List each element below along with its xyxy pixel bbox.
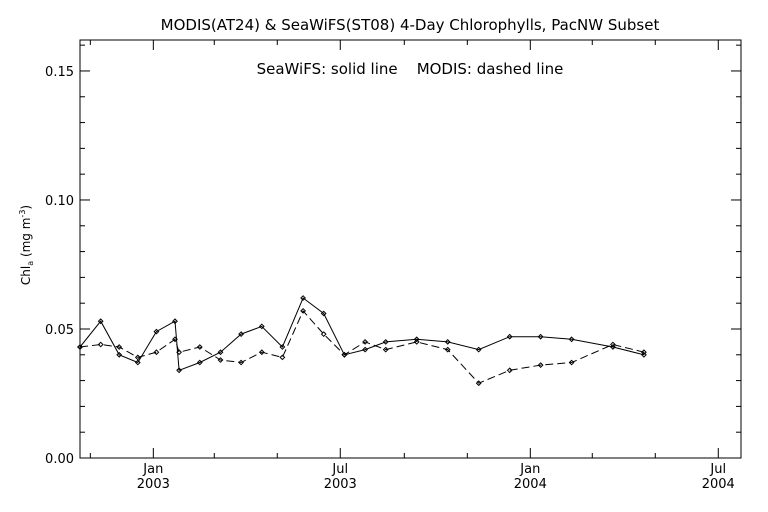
y-tick-label: 0.00 [45, 452, 74, 467]
series-layer [77, 295, 647, 387]
modis-data-point [238, 359, 245, 366]
y-axis-label-subscript: a [26, 261, 35, 266]
modis-data-point [506, 367, 513, 374]
modis-data-point [97, 341, 104, 348]
modis-data-point [609, 341, 616, 348]
seawifs-data-point [382, 338, 389, 345]
seawifs-data-point [568, 336, 575, 343]
modis-data-point [568, 359, 575, 366]
modis-data-point [279, 354, 286, 361]
modis-data-point [444, 346, 451, 353]
seawifs-data-point [196, 359, 203, 366]
modis-data-point [341, 351, 348, 358]
y-axis-label: Chla (mg m-3) [18, 205, 35, 285]
seawifs-data-point [537, 333, 544, 340]
axis-ticks: 0.000.050.100.15Jan2003Jul2003Jan2004Jul… [45, 40, 741, 492]
seawifs-data-point [279, 344, 286, 350]
modis-data-point [116, 344, 123, 350]
seawifs-data-point [475, 346, 482, 353]
modis-data-point [362, 338, 369, 345]
x-tick-label-year: 2004 [702, 477, 735, 492]
seawifs-data-point [172, 318, 178, 325]
x-tick-label-year: 2003 [324, 477, 357, 492]
modis-data-point [300, 307, 307, 314]
modis-data-point [217, 357, 224, 363]
seawifs-data-point [413, 336, 420, 343]
seawifs-data-point [134, 359, 141, 366]
modis-data-point [320, 331, 327, 338]
x-tick-label-year: 2003 [137, 477, 170, 492]
modis-data-point [153, 349, 160, 356]
seawifs-data-point [238, 331, 245, 338]
modis-data-point [537, 362, 544, 369]
x-tick-label-year: 2004 [514, 477, 547, 492]
seawifs-data-point [362, 346, 369, 353]
y-axis-label-close: ) [19, 205, 33, 210]
chart-subtitle: SeaWiFS: solid line MODIS: dashed line [257, 60, 564, 78]
modis-data-point [77, 344, 83, 350]
modis-data-point [413, 338, 420, 345]
modis-data-point [196, 344, 203, 350]
modis-data-point [172, 336, 178, 343]
modis-data-point [134, 354, 141, 361]
modis-data-point [640, 349, 647, 356]
y-axis-label-units: (mg m [19, 218, 33, 261]
seawifs-data-point [176, 367, 183, 374]
modis-series-line [79, 309, 645, 384]
modis-data-point [382, 346, 389, 353]
seawifs-data-point [217, 349, 224, 356]
y-axis-label-exponent: -3 [18, 210, 27, 218]
x-tick-label-month: Jul [709, 462, 726, 477]
plot-frame [79, 39, 742, 459]
seawifs-data-point [640, 351, 647, 358]
seawifs-series-line [79, 297, 645, 372]
seawifs-data-point [300, 295, 307, 301]
seawifs-data-point [506, 333, 513, 340]
seawifs-data-point [609, 344, 616, 350]
y-axis-label-main: Chl [19, 266, 33, 285]
seawifs-data-point [320, 310, 327, 317]
seawifs-data-point [153, 328, 160, 335]
y-tick-label: 0.10 [45, 194, 74, 209]
x-tick-label-month: Jan [142, 462, 163, 477]
chart-title: MODIS(AT24) & SeaWiFS(ST08) 4-Day Chloro… [161, 16, 660, 34]
seawifs-data-point [444, 338, 451, 345]
y-tick-label: 0.15 [45, 65, 74, 80]
seawifs-data-point [97, 318, 104, 325]
modis-data-point [475, 380, 482, 387]
y-tick-label: 0.05 [45, 323, 74, 338]
modis-data-point [258, 349, 265, 356]
seawifs-data-point [116, 351, 123, 358]
seawifs-data-point [258, 323, 265, 330]
x-tick-label-month: Jan [519, 462, 540, 477]
modis-data-point [176, 349, 183, 356]
x-tick-label-month: Jul [331, 462, 348, 477]
